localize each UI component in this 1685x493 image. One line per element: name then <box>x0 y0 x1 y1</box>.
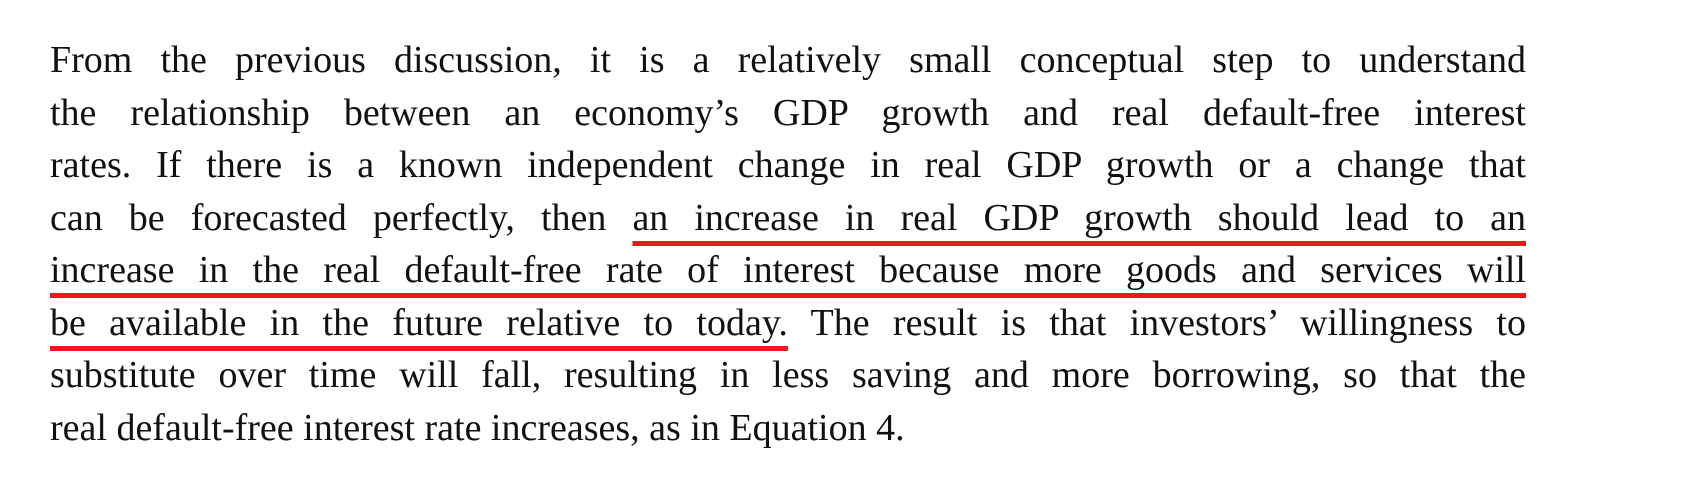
text: can be forecasted perfectly, then <box>50 196 633 239</box>
text-line: the relationship between an economy’s GD… <box>50 87 1526 140</box>
text: The result is that investors’ willingnes… <box>787 301 1526 344</box>
underlined-text: be available in the future relative to t… <box>50 301 788 344</box>
text-line: substitute over time will fall, resultin… <box>50 349 1526 402</box>
text-line: rates. If there is a known independent c… <box>50 139 1526 192</box>
paragraph: From the previous discussion, it is a re… <box>50 34 1526 454</box>
text: rates. If there is a known independent c… <box>50 144 1526 186</box>
text-line: real default-free interest rate increase… <box>50 402 1526 455</box>
text: the relationship between an economy’s GD… <box>50 91 1526 134</box>
text-line: From the previous discussion, it is a re… <box>50 34 1526 87</box>
text-line: increase in the real default-free rate o… <box>50 244 1526 297</box>
text: substitute over time will fall, resultin… <box>50 354 1526 396</box>
text: real default-free interest rate increase… <box>50 406 905 449</box>
underlined-text: increase in the real default-free rate o… <box>50 249 1526 291</box>
text-line: can be forecasted perfectly, then an inc… <box>50 192 1526 245</box>
underlined-text: an increase in real GDP growth should le… <box>632 196 1527 239</box>
text: From the previous discussion, it is a re… <box>50 39 1526 81</box>
text-line: be available in the future relative to t… <box>50 297 1526 350</box>
